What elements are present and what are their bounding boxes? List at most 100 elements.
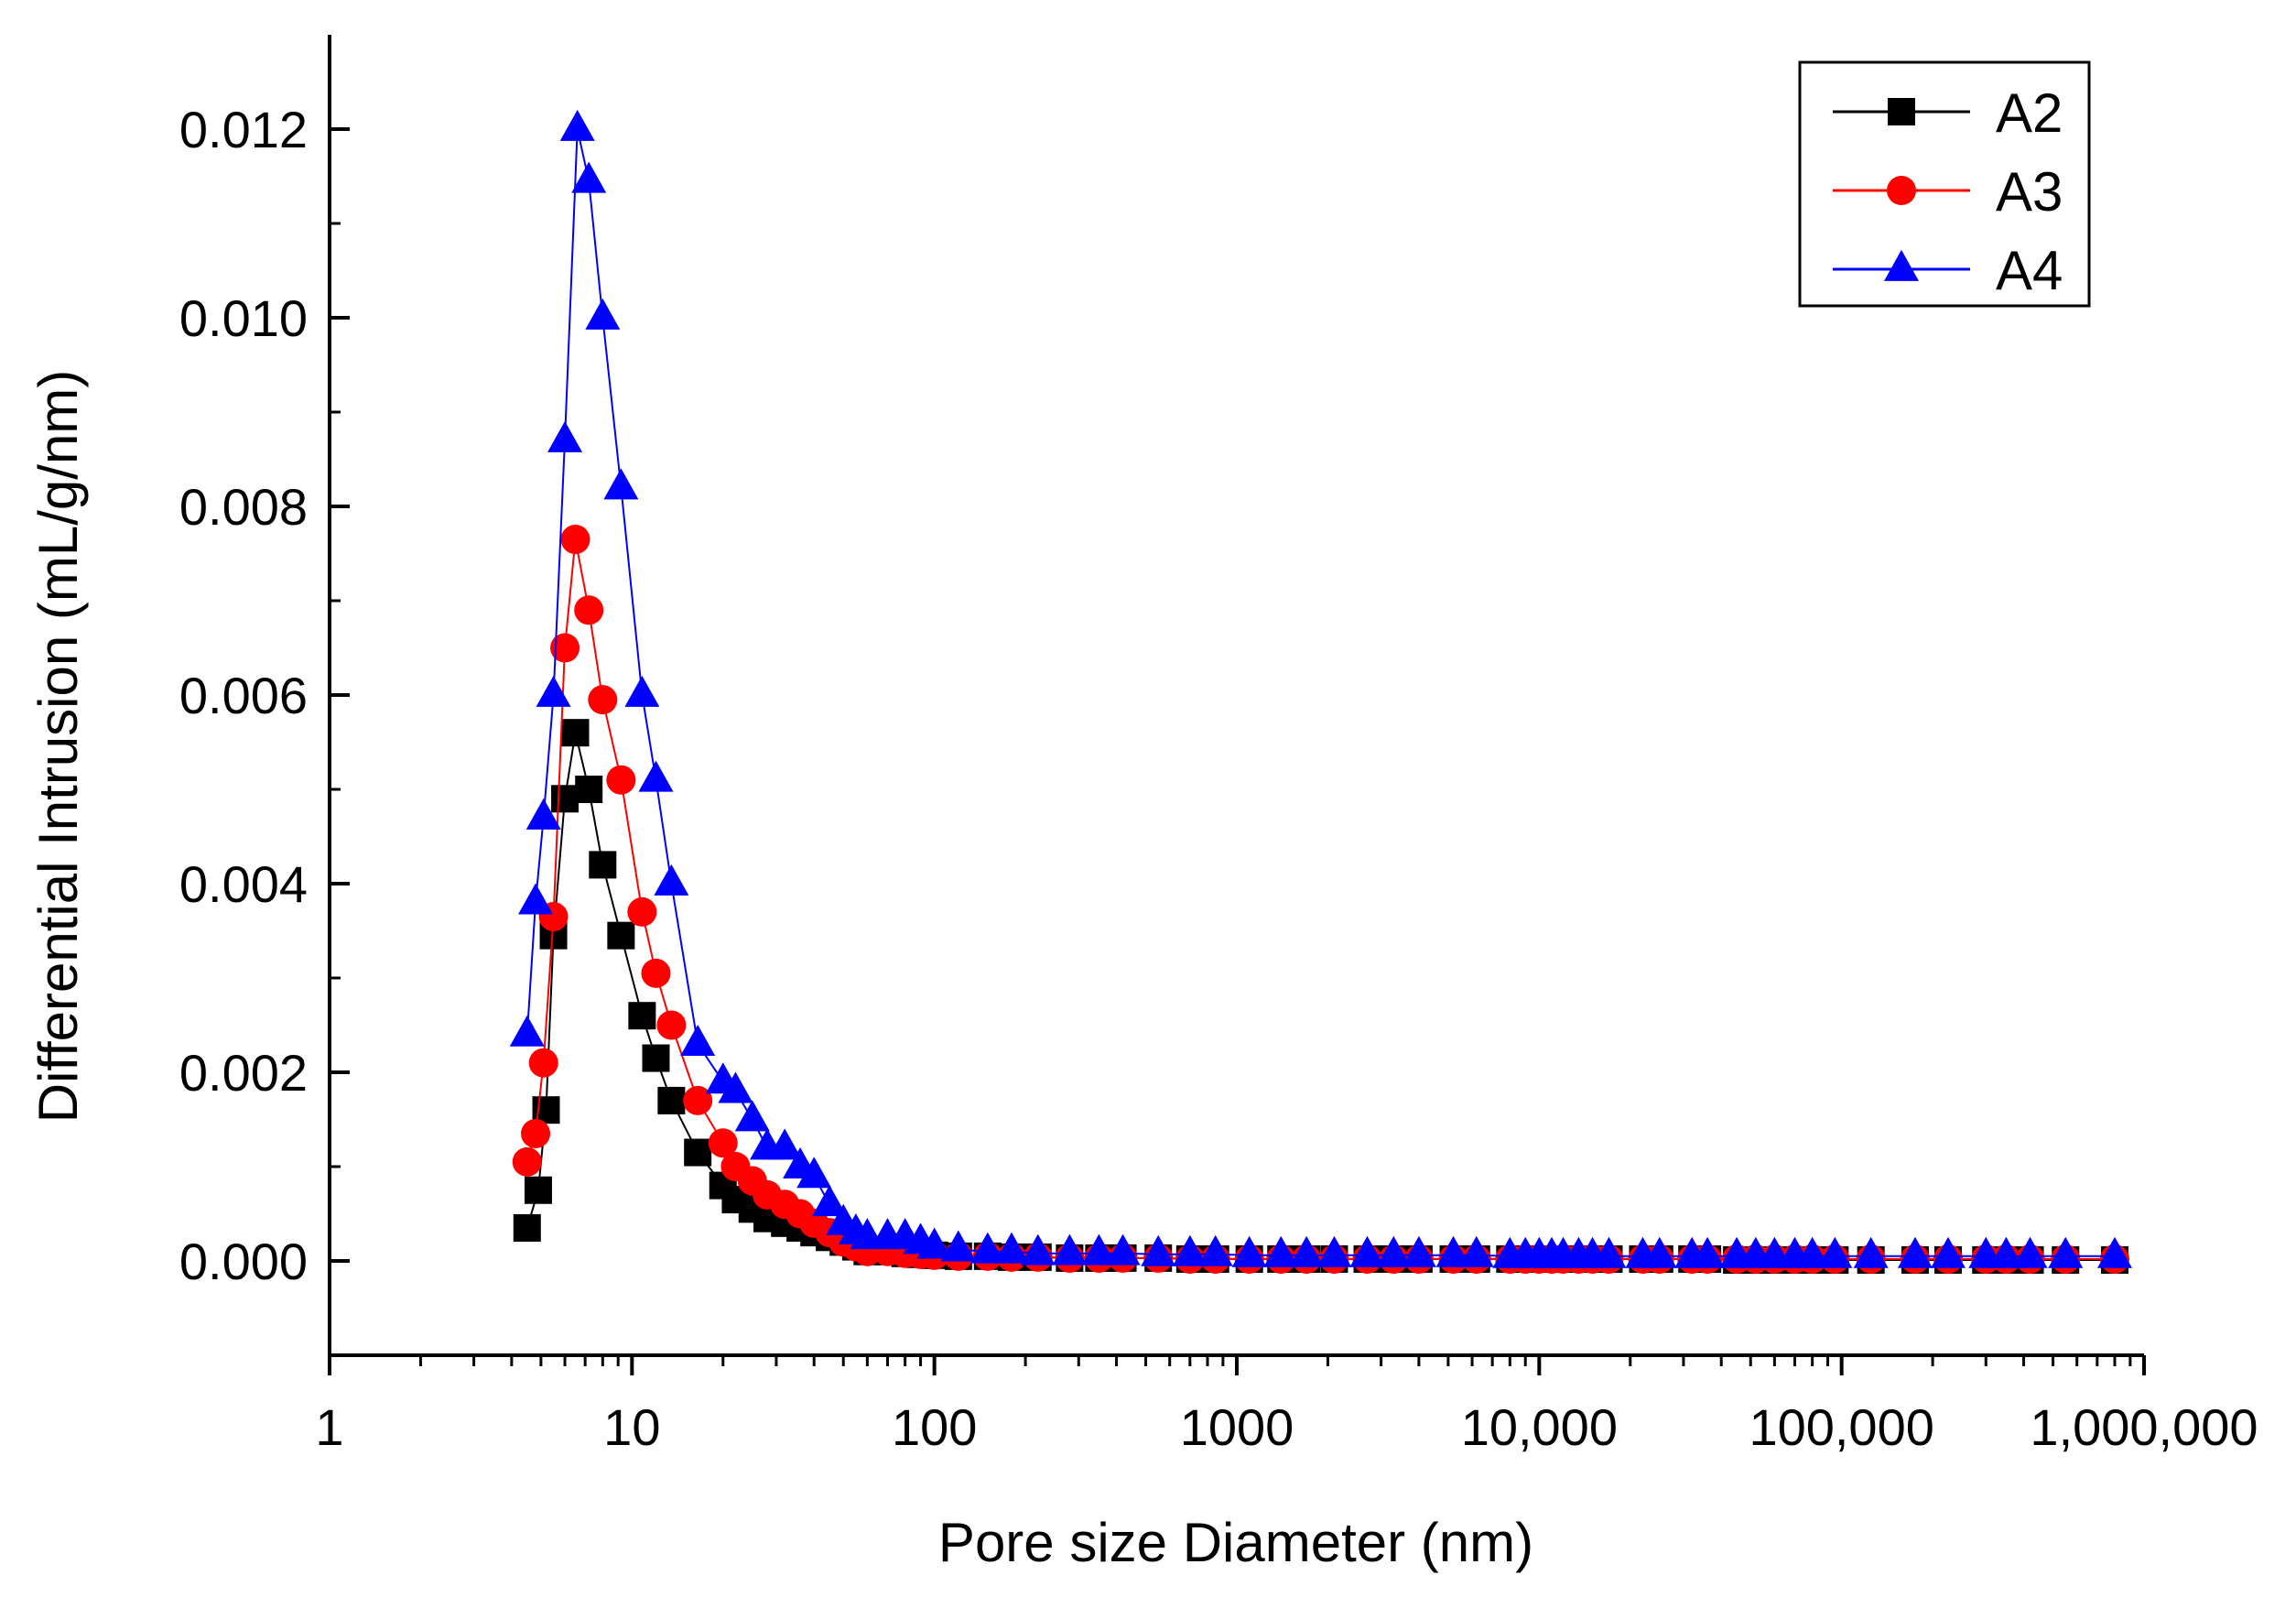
legend-box (1798, 60, 2091, 308)
data-point-a4 (1052, 1233, 1088, 1266)
data-point-a4 (585, 298, 621, 330)
data-point-a3 (606, 765, 636, 795)
data-point-a3 (641, 958, 671, 988)
legend-label-a4: A4 (1996, 240, 2063, 301)
series-layer (509, 109, 2132, 1274)
data-point-a2 (607, 921, 635, 950)
data-point-a4 (1349, 1235, 1385, 1267)
legend-label-a3: A3 (1996, 161, 2063, 223)
data-point-a2 (524, 1176, 552, 1204)
data-point-a4 (993, 1232, 1029, 1264)
data-point-a3 (528, 1048, 558, 1078)
data-point-a4 (1897, 1236, 1933, 1268)
data-point-a4 (1817, 1236, 1853, 1268)
data-point-a4 (2096, 1236, 2132, 1268)
y-tick-label: 0.002 (179, 1044, 308, 1102)
data-point-a4 (1641, 1236, 1677, 1268)
data-point-a3 (708, 1128, 738, 1158)
data-point-a2 (551, 785, 579, 813)
data-point-a4 (1853, 1236, 1889, 1268)
data-point-a2 (628, 1002, 656, 1030)
data-point-a4 (1988, 1236, 2024, 1268)
data-point-a4 (2048, 1236, 2084, 1268)
data-point-a4 (812, 1185, 848, 1217)
x-tick-label: 1000 (1180, 1398, 1294, 1456)
y-tick-label: 0.012 (179, 101, 308, 158)
data-point-a3 (550, 633, 580, 663)
data-point-a2 (642, 1044, 670, 1072)
data-point-a4 (654, 864, 689, 896)
y-tick-label: 0.006 (179, 667, 308, 724)
data-point-a4 (603, 468, 639, 500)
data-point-a2 (561, 719, 590, 747)
data-point-a4 (1458, 1235, 1494, 1267)
data-point-a3 (656, 1010, 687, 1040)
data-point-a2 (589, 851, 617, 879)
data-point-a4 (796, 1157, 832, 1189)
legend: A2 A3 A4 (1798, 60, 2091, 308)
data-point-a4 (1376, 1235, 1412, 1267)
data-point-a4 (1141, 1234, 1176, 1266)
axes-layer: 0.000 0.002 0.004 0.006 0.008 0.010 0.012 1 10 10… (179, 35, 2258, 1456)
data-point-a4 (969, 1232, 1005, 1264)
data-point-a4 (734, 1100, 770, 1132)
data-point-a3 (560, 525, 590, 555)
data-point-a4 (509, 1015, 545, 1047)
data-point-a4 (624, 675, 660, 707)
data-point-a2 (575, 776, 603, 803)
y-axis-title: Differential Intrusion (mL/g/nm) (27, 370, 89, 1124)
data-point-a4 (940, 1230, 976, 1262)
data-point-a4 (1401, 1235, 1436, 1267)
data-point-a4 (1231, 1235, 1267, 1267)
y-tick-label: 0.000 (179, 1233, 308, 1290)
data-point-a4 (2012, 1236, 2048, 1268)
data-point-a3 (574, 595, 604, 625)
data-point-a4 (536, 675, 571, 707)
legend-marker-a2 (1888, 98, 1915, 125)
data-point-a2 (657, 1086, 686, 1114)
series-a4 (509, 109, 2132, 1268)
data-point-a4 (1316, 1235, 1352, 1267)
x-tick-label: 10 (603, 1398, 660, 1456)
x-tick-label: 1,000,000 (2030, 1398, 2258, 1456)
data-point-a4 (571, 161, 607, 193)
data-point-a4 (1435, 1235, 1471, 1267)
data-point-a3 (683, 1085, 713, 1115)
data-point-a4 (1081, 1233, 1117, 1266)
x-tick-label: 10,000 (1461, 1398, 1618, 1456)
legend-label-a2: A2 (1996, 82, 2063, 144)
legend-marker-a4 (1884, 249, 1919, 281)
y-tick-label: 0.008 (179, 478, 308, 536)
data-point-a3 (521, 1118, 551, 1148)
data-point-a4 (1263, 1235, 1299, 1267)
x-tick-label: 1 (315, 1398, 343, 1456)
data-point-a4 (1289, 1235, 1325, 1267)
data-point-a4 (916, 1227, 952, 1259)
data-point-a4 (518, 883, 554, 915)
data-point-a4 (1197, 1234, 1233, 1266)
data-point-a4 (1105, 1233, 1141, 1266)
y-tick-label: 0.010 (179, 289, 308, 347)
data-point-a4 (1591, 1236, 1627, 1268)
data-point-a4 (718, 1071, 753, 1103)
data-point-a3 (512, 1146, 542, 1177)
data-point-a4 (1690, 1236, 1726, 1268)
legend-marker-a3 (1887, 176, 1916, 205)
x-tick-label: 100,000 (1749, 1398, 1933, 1456)
data-point-a2 (684, 1138, 712, 1167)
data-point-a2 (513, 1213, 541, 1242)
x-tick-label: 100 (892, 1398, 977, 1456)
data-point-a3 (627, 896, 657, 927)
data-point-a4 (767, 1128, 803, 1160)
data-point-a4 (680, 1025, 716, 1057)
data-point-a3 (588, 685, 618, 715)
y-tick-label: 0.004 (179, 855, 308, 913)
data-point-a4 (559, 109, 595, 141)
data-point-a4 (1020, 1233, 1056, 1266)
x-axis-title: Pore size Diameter (nm) (938, 1512, 1533, 1573)
data-point-a4 (1931, 1236, 1966, 1268)
data-point-a4 (525, 798, 561, 830)
data-point-a4 (1794, 1236, 1830, 1268)
data-point-a4 (547, 420, 583, 452)
